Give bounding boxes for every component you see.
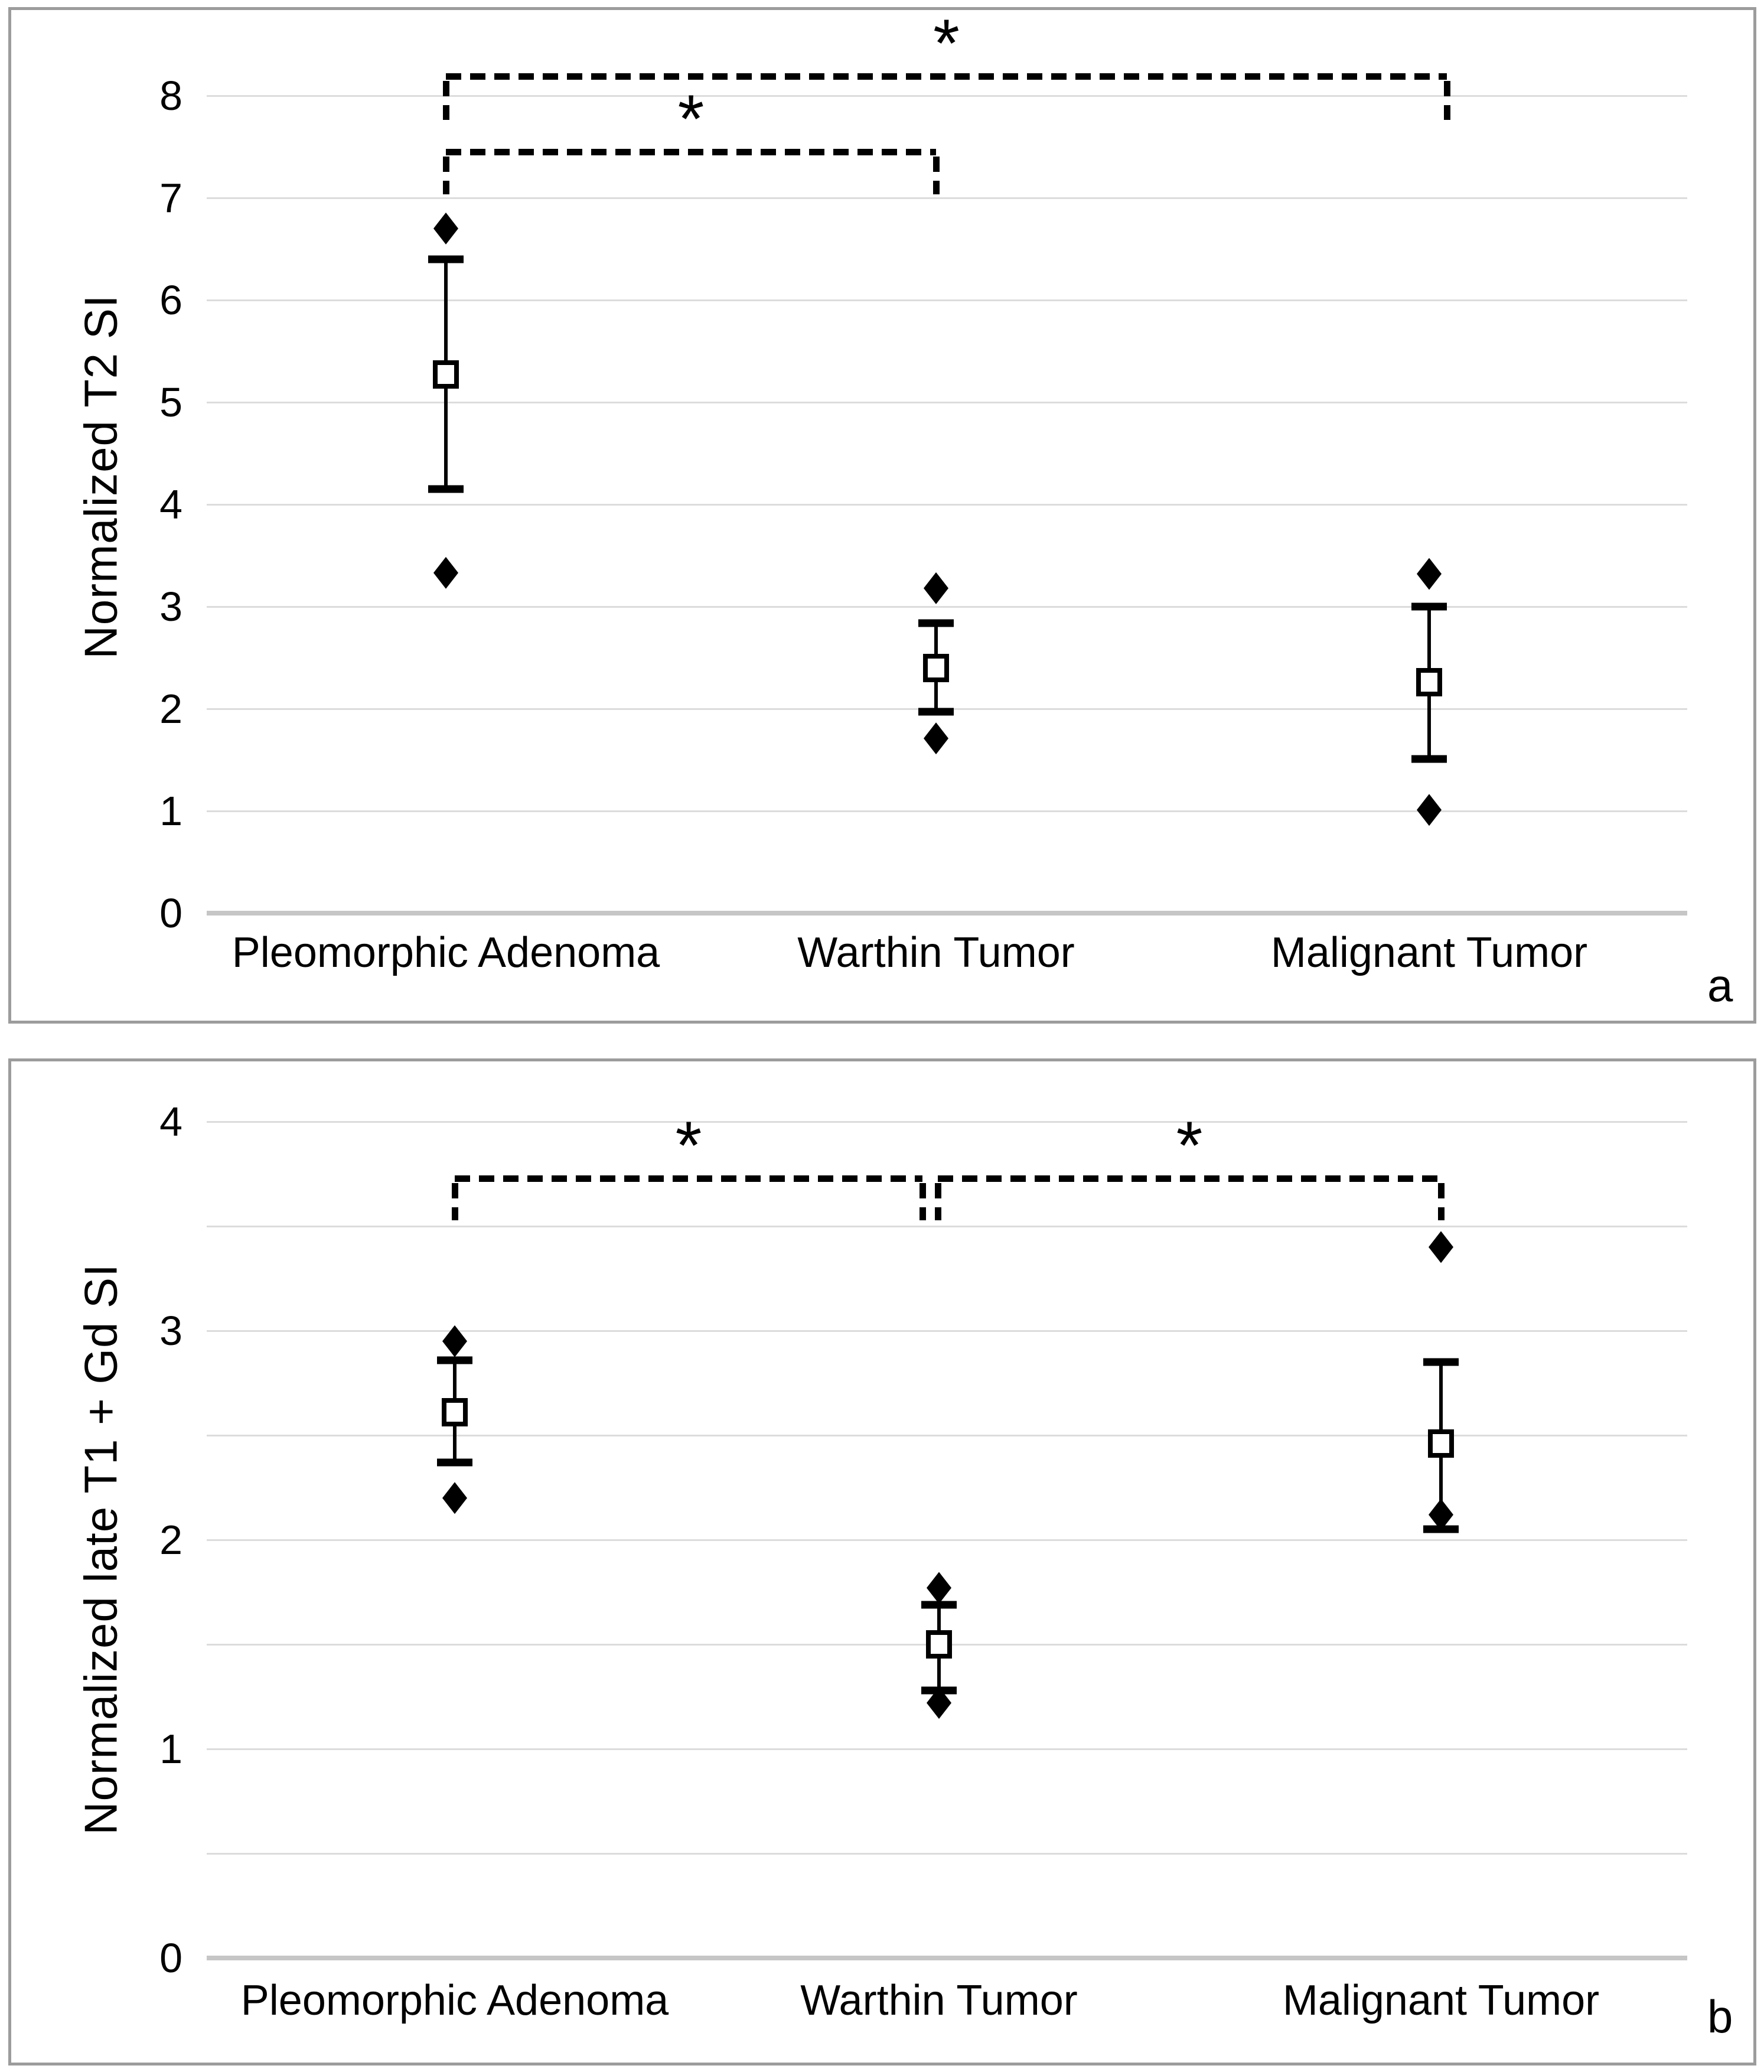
- error-bar-cap-bottom: [437, 1458, 472, 1467]
- gridline: [207, 1853, 1687, 1855]
- mean-square-marker: [1428, 1429, 1454, 1458]
- max-diamond-marker: [927, 1572, 951, 1604]
- significance-asterisk: *: [677, 82, 705, 158]
- significance-bracket-drop: [443, 81, 449, 120]
- significance-bracket-drop: [935, 1182, 941, 1221]
- panel-letter-b: b: [1707, 1990, 1733, 2042]
- significance-asterisk: *: [1176, 1107, 1203, 1184]
- x-axis-line: [207, 1956, 1687, 1960]
- mean-square-marker: [923, 653, 949, 682]
- significance-bracket-line: [938, 1175, 1441, 1182]
- gridline: [207, 1435, 1687, 1436]
- gridline: [207, 402, 1687, 403]
- significance-asterisk: *: [675, 1107, 702, 1184]
- error-bar-cap-top: [428, 255, 464, 263]
- mean-square-marker: [1416, 668, 1442, 697]
- y-tick-label: 8: [159, 73, 182, 119]
- error-bar-cap-top: [1423, 1358, 1459, 1366]
- gridline: [207, 1226, 1687, 1227]
- significance-bracket-drop: [920, 1182, 926, 1221]
- error-bar-cap-top: [918, 619, 954, 627]
- y-tick-label: 2: [159, 1517, 182, 1563]
- min-diamond-marker: [1417, 794, 1442, 826]
- panel-b: Normalized late T1 + Gd SI 4 3 2 1 0 Pleomorp…: [8, 1058, 1756, 2066]
- panel-a: Normalized T2 SI 8 7 6 5 4 3 2 1 0 Pleomorphic Ad…: [8, 7, 1756, 1024]
- max-diamond-marker: [924, 572, 948, 604]
- x-axis-line: [207, 911, 1687, 916]
- y-tick-label: 3: [159, 1308, 182, 1354]
- gridline: [207, 1330, 1687, 1332]
- significance-bracket-drop: [452, 1182, 458, 1221]
- gridline: [207, 299, 1687, 301]
- significance-bracket-drop: [933, 157, 940, 195]
- x-category-label: Pleomorphic Adenoma: [231, 929, 660, 976]
- y-tick-label: 5: [159, 379, 182, 425]
- min-diamond-marker: [433, 556, 458, 589]
- y-tick-label: 0: [159, 890, 182, 936]
- error-bar-cap-top: [921, 1601, 957, 1609]
- significance-bracket-drop: [1444, 81, 1450, 120]
- significance-bracket-line: [446, 73, 1447, 80]
- mean-square-marker: [433, 360, 459, 389]
- max-diamond-marker: [433, 212, 458, 245]
- max-diamond-marker: [1417, 558, 1442, 590]
- error-bar-cap-bottom: [918, 708, 954, 716]
- significance-asterisk: *: [933, 6, 960, 82]
- y-tick-label: 4: [159, 1099, 182, 1145]
- significance-bracket-line: [446, 149, 936, 156]
- gridline: [207, 197, 1687, 199]
- gridline: [207, 810, 1687, 812]
- gridline: [207, 95, 1687, 97]
- y-tick-label: 4: [159, 481, 182, 527]
- mean-square-marker: [442, 1398, 468, 1427]
- gridline: [207, 1748, 1687, 1750]
- y-tick-label: 1: [159, 1726, 182, 1772]
- x-category-label: Warthin Tumor: [797, 929, 1075, 976]
- mean-square-marker: [926, 1630, 952, 1659]
- y-tick-label: 1: [159, 788, 182, 834]
- x-category-label: Malignant Tumor: [1282, 1977, 1600, 2024]
- gridline: [207, 1121, 1687, 1123]
- y-tick-label: 0: [159, 1935, 182, 1981]
- error-bar-cap-top: [437, 1356, 472, 1364]
- y-tick-label: 6: [159, 277, 182, 323]
- x-category-label: Malignant Tumor: [1270, 929, 1588, 976]
- gridline: [207, 504, 1687, 506]
- min-diamond-marker: [442, 1482, 467, 1514]
- max-diamond-marker: [1429, 1231, 1453, 1263]
- error-bar-cap-bottom: [1411, 755, 1447, 763]
- error-bar-cap-bottom: [428, 485, 464, 493]
- x-category-label: Warthin Tumor: [800, 1977, 1078, 2024]
- significance-bracket-line: [455, 1175, 922, 1182]
- gridline: [207, 606, 1687, 608]
- error-bar-cap-top: [1411, 602, 1447, 611]
- min-diamond-marker: [924, 722, 948, 755]
- gridline: [207, 1539, 1687, 1541]
- x-category-label: Pleomorphic Adenoma: [240, 1977, 669, 2024]
- y-tick-label: 2: [159, 686, 182, 732]
- panel-letter-a: a: [1707, 959, 1733, 1011]
- y-tick-label: 3: [159, 584, 182, 630]
- y-tick-label: 7: [159, 175, 182, 221]
- significance-bracket-drop: [443, 157, 449, 195]
- significance-bracket-drop: [1438, 1182, 1445, 1221]
